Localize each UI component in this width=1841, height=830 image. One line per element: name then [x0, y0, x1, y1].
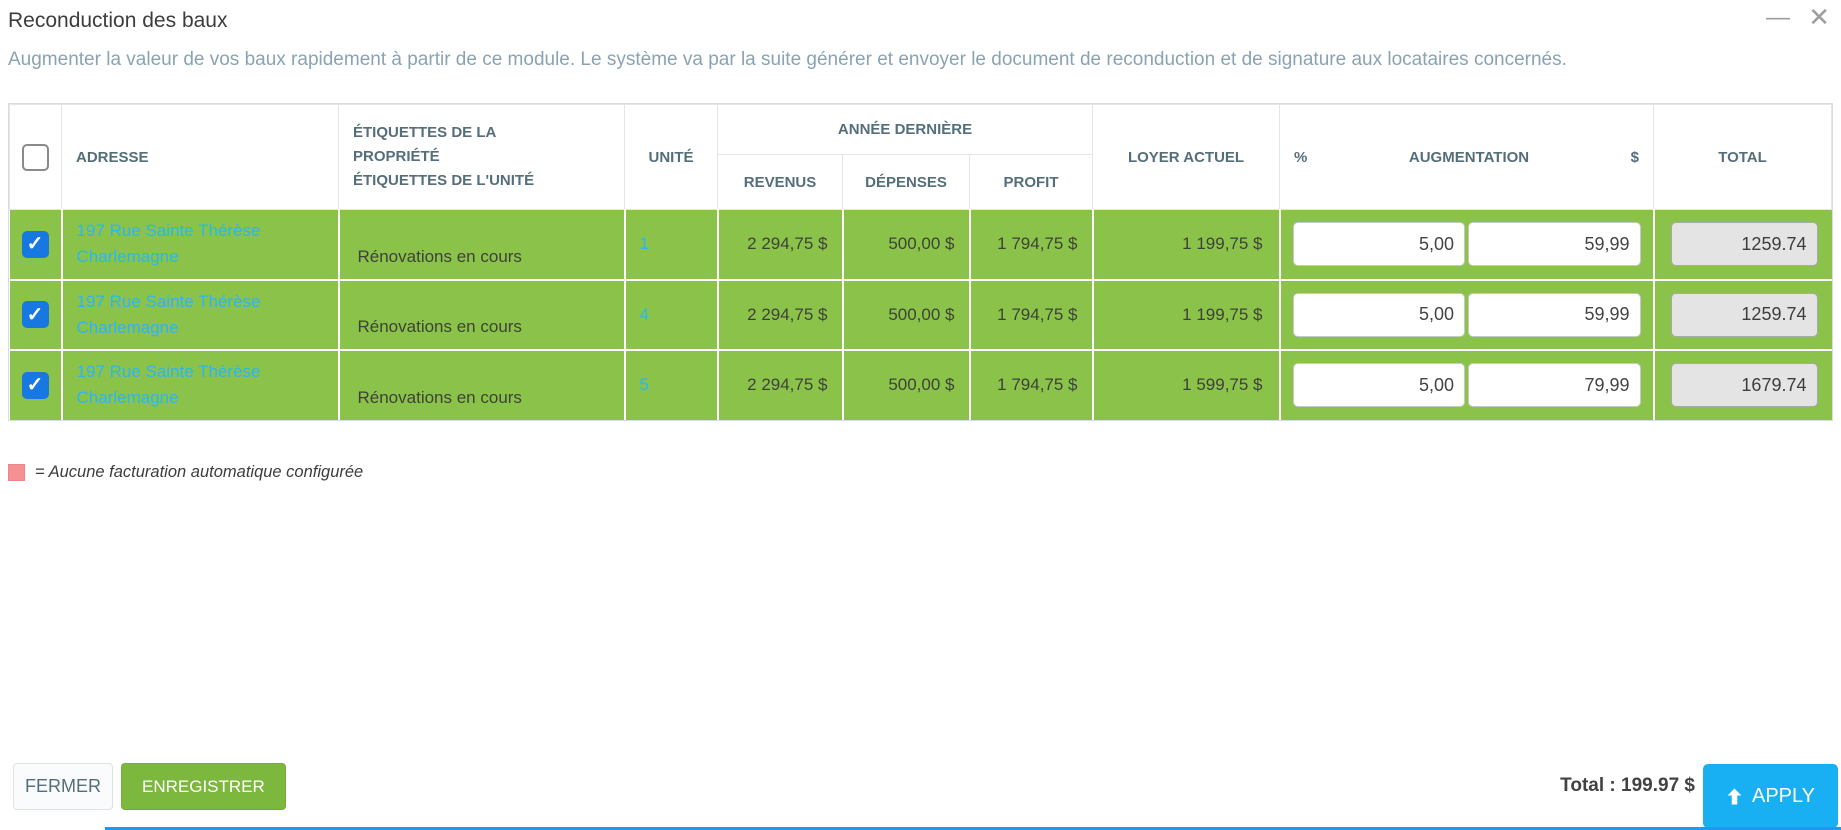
apply-button[interactable]: APPLY: [1703, 764, 1838, 828]
check-icon: ✓: [26, 374, 44, 396]
footer-total: Total : 199.97 $: [1560, 775, 1695, 796]
address-link[interactable]: 197 Rue Sainte Thérèse: [76, 221, 261, 241]
address-cell: 197 Rue Sainte Thérèse Charlemagne: [61, 209, 340, 281]
revenus-cell: 2 294,75 $: [717, 349, 844, 420]
depenses-cell: 500,00 $: [842, 209, 971, 281]
amount-input[interactable]: [1468, 222, 1641, 267]
legend-color-swatch: [8, 463, 25, 481]
header-etiquettes-propriete: ÉTIQUETTES DE LA PROPRIÉTÉ: [353, 124, 496, 165]
city-link[interactable]: Charlemagne: [76, 388, 179, 407]
header-dollar-symbol: $: [1630, 148, 1639, 166]
percent-input[interactable]: [1292, 222, 1466, 267]
header-annee-derniere: ANNÉE DERNIÈRE: [716, 104, 1094, 155]
dialog-title: Reconduction des baux: [8, 9, 228, 32]
total-cell: [1654, 350, 1832, 420]
amount-input[interactable]: [1468, 292, 1641, 337]
save-button[interactable]: ENREGISTRER: [121, 763, 286, 810]
row-checkbox[interactable]: ✓: [21, 301, 49, 328]
address-link[interactable]: 197 Rue Sainte Thérèse: [76, 291, 261, 311]
profit-cell: 1 794,75 $: [969, 279, 1094, 351]
city-link[interactable]: Charlemagne: [76, 247, 179, 267]
address-link[interactable]: 197 Rue Sainte Thérèse: [76, 362, 261, 381]
leases-table: ADRESSE ÉTIQUETTES DE LA PROPRIÉTÉ ÉTIQU…: [9, 104, 1832, 420]
header-profit: PROFIT: [968, 154, 1094, 210]
unit-cell: 4: [624, 279, 719, 351]
augmentation-cell: [1279, 209, 1655, 281]
header-etiquettes-unite: ÉTIQUETTES DE L'UNITÉ: [353, 172, 535, 189]
bottom-accent-bar: [105, 827, 1841, 830]
header-etiquettes: ÉTIQUETTES DE LA PROPRIÉTÉ ÉTIQUETTES DE…: [338, 104, 625, 210]
row-select-cell: ✓: [9, 349, 63, 420]
header-augmentation: % AUGMENTATION $: [1279, 104, 1655, 210]
header-revenus: REVENUS: [717, 154, 843, 210]
legend-label: = Aucune facturation automatique configu…: [35, 462, 364, 481]
percent-input[interactable]: [1292, 292, 1466, 337]
close-icon[interactable]: ✕: [1808, 2, 1830, 32]
lease-renewal-dialog: Reconduction des baux — ✕ Augmenter la v…: [8, 2, 1833, 482]
total-input: [1670, 222, 1818, 267]
header-adresse: ADRESSE: [61, 104, 339, 210]
header-unite: UNITÉ: [624, 104, 718, 210]
total-cell: [1653, 209, 1832, 281]
header-depenses: DÉPENSES: [842, 154, 970, 210]
unit-link[interactable]: 1: [639, 234, 649, 254]
unit-link[interactable]: 5: [639, 375, 649, 394]
loyer-cell: 1 199,75 $: [1092, 279, 1281, 351]
profit-cell: 1 794,75 $: [969, 209, 1094, 281]
table-row: ✓ 197 Rue Sainte Thérèse Charlemagne Rén…: [9, 209, 1832, 281]
select-all-header-cell: [9, 104, 62, 210]
row-select-cell: ✓: [9, 209, 63, 281]
augmentation-cell: [1279, 279, 1655, 351]
total-cell: [1653, 279, 1832, 351]
arrow-up-icon: [1726, 788, 1743, 805]
total-input: [1670, 292, 1818, 337]
tags-cell: Rénovations en cours: [338, 209, 626, 281]
row-checkbox[interactable]: ✓: [21, 230, 49, 258]
header-augmentation-label: AUGMENTATION: [1408, 148, 1530, 166]
minimize-icon[interactable]: —: [1766, 4, 1790, 31]
revenus-cell: 2 294,75 $: [717, 279, 844, 351]
tags-cell: Rénovations en cours: [338, 279, 626, 351]
amount-input[interactable]: [1468, 363, 1641, 407]
close-button[interactable]: FERMER: [13, 763, 113, 810]
check-icon: ✓: [26, 303, 44, 326]
address-cell: 197 Rue Sainte Thérèse Charlemagne: [61, 279, 340, 351]
row-checkbox[interactable]: ✓: [21, 371, 49, 399]
unit-link[interactable]: 4: [639, 304, 649, 324]
select-all-checkbox[interactable]: [22, 143, 49, 171]
header-percent-symbol: %: [1294, 148, 1308, 166]
loyer-cell: 1 199,75 $: [1092, 209, 1281, 281]
depenses-cell: 500,00 $: [842, 349, 971, 420]
percent-input[interactable]: [1292, 363, 1466, 407]
loyer-cell: 1 599,75 $: [1092, 349, 1281, 420]
check-icon: ✓: [26, 233, 44, 256]
profit-cell: 1 794,75 $: [969, 349, 1094, 420]
dialog-description: Augmenter la valeur de vos baux rapideme…: [8, 49, 1567, 70]
header-total: TOTAL: [1653, 104, 1832, 210]
depenses-cell: 500,00 $: [842, 279, 971, 351]
augmentation-cell: [1279, 349, 1655, 420]
row-select-cell: ✓: [9, 279, 63, 351]
unit-cell: 5: [624, 349, 719, 420]
leases-table-container: ADRESSE ÉTIQUETTES DE LA PROPRIÉTÉ ÉTIQU…: [8, 103, 1833, 421]
revenus-cell: 2 294,75 $: [717, 209, 844, 281]
table-row: ✓ 197 Rue Sainte Thérèse Charlemagne Rén…: [9, 279, 1832, 351]
unit-cell: 1: [624, 209, 719, 281]
header-loyer-actuel: LOYER ACTUEL: [1092, 104, 1281, 210]
table-row: ✓ 197 Rue Sainte Thérèse Charlemagne Rén…: [9, 349, 1832, 420]
city-link[interactable]: Charlemagne: [76, 317, 179, 337]
legend: = Aucune facturation automatique configu…: [8, 463, 1833, 482]
apply-button-label: APPLY: [1752, 784, 1815, 807]
tags-cell: Rénovations en cours: [338, 349, 626, 420]
total-input: [1670, 363, 1818, 407]
address-cell: 197 Rue Sainte Thérèse Charlemagne: [61, 349, 340, 420]
